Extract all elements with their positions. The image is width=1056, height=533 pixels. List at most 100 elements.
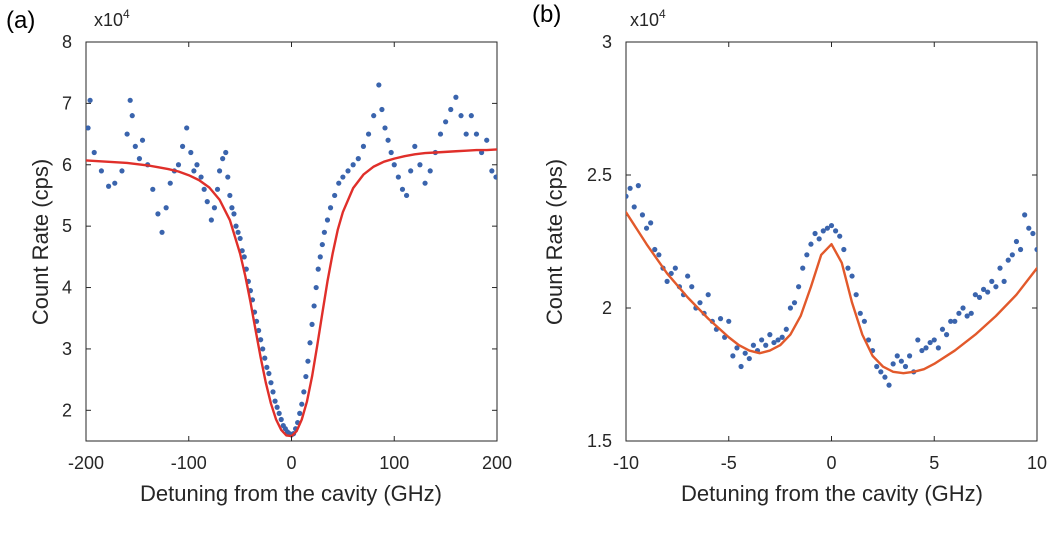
panel-b-y-multiplier: x104	[630, 7, 666, 30]
panel-b-data-point	[1009, 252, 1015, 258]
panel-a-data-point	[98, 168, 105, 174]
panel-a-data-point	[371, 113, 377, 119]
panel-b-x-tick-label: 0	[826, 453, 836, 473]
panel-b-x-ticks: -10 -5 0 5 10	[613, 42, 1047, 473]
panel-a-data-point	[297, 410, 303, 416]
panel-a-data-point	[198, 174, 204, 180]
panel-a-data-point	[235, 229, 241, 235]
panel-b-data-point	[886, 382, 892, 388]
panel-b-fit-line	[626, 211, 1037, 375]
panel-b-data-point	[730, 353, 736, 359]
panel-a-plot-area	[85, 41, 498, 442]
panel-b-data-point	[985, 289, 991, 295]
panel-b-data-point	[808, 241, 814, 247]
panel-a-data-point	[239, 248, 245, 254]
panel-a-x-tick-label: 100	[379, 453, 409, 473]
panel-a-letter: (a)	[6, 7, 35, 34]
panel-a-data-point	[403, 192, 410, 199]
panel-a-data-point	[216, 168, 223, 174]
panel-b-data-point	[1001, 278, 1007, 284]
panel-a-data-point	[260, 346, 266, 352]
panel-a-x-tick-label: 0	[286, 453, 296, 473]
panel-a-y-tick-label: 6	[62, 155, 72, 175]
panel-a-data-point	[340, 174, 346, 180]
panel-b-data-point	[771, 339, 777, 346]
panel-b-data-point	[648, 220, 654, 226]
panel-a-data-point	[303, 373, 309, 380]
panel-b-data-point	[931, 337, 937, 343]
panel-a-data-point	[132, 143, 138, 149]
panel-b-data-point	[865, 337, 872, 343]
panel-b-data-point	[943, 332, 950, 338]
panel-a-data-point	[278, 416, 284, 423]
panel-a-data-point	[175, 162, 182, 168]
panel-b-data-point	[626, 193, 629, 199]
panel-a-data-point	[256, 327, 262, 334]
panel-b: (b) x104 -10 -5 0 5 10 1.5 2 2.5 3 Detuning fro…	[532, 1, 1047, 506]
panel-a-data-point	[382, 125, 388, 131]
panel-b-y-axis-label: Count Rate (cps)	[542, 159, 567, 325]
panel-b-data-point	[952, 318, 958, 324]
panel-a-data-point	[422, 180, 428, 186]
panel-b-data-point	[874, 363, 880, 370]
panel-a-data-point	[231, 211, 237, 217]
panel-a-data-point	[317, 254, 323, 260]
panel-a-y-tick-label: 7	[62, 93, 72, 113]
panel-a-data-point	[258, 337, 264, 343]
panel-a-data-point	[350, 162, 356, 168]
panel-b-data-point	[894, 353, 900, 359]
panel-b-data-point	[902, 363, 909, 370]
panel-a-data-point	[427, 168, 433, 174]
panel-a-y-tick-label: 4	[62, 278, 72, 298]
panel-b-data-point	[898, 358, 904, 364]
panel-b-data-point	[1013, 238, 1020, 245]
panel-b-data-point	[882, 374, 888, 380]
panel-b-data-point	[915, 337, 921, 343]
panel-a-y-tick-label: 2	[62, 400, 72, 420]
panel-a-data-point	[365, 131, 372, 137]
panel-a-data-point	[388, 149, 394, 156]
panel-a-data-point	[136, 156, 143, 162]
panel-a-data-point	[332, 192, 338, 199]
panel-b-data-point	[997, 265, 1003, 271]
panel-b-x-tick-label: -5	[721, 453, 737, 473]
panel-b-data-point	[980, 286, 987, 292]
panel-b-data-point	[783, 326, 789, 332]
panel-b-data-point	[948, 318, 954, 324]
panel-b-data-point	[972, 292, 978, 298]
panel-b-y-tick-label: 1.5	[587, 431, 612, 451]
panel-b-data-point	[812, 230, 818, 237]
panel-b-data-point	[1005, 257, 1011, 263]
panel-b-data-point	[964, 313, 970, 319]
panel-b-data-point	[746, 355, 752, 362]
panel-b-data-point	[767, 332, 773, 338]
panel-b-data-point	[738, 363, 744, 370]
panel-b-data-point	[643, 225, 650, 231]
panel-a-series	[86, 82, 497, 438]
panel-a-data-point	[167, 180, 173, 186]
panel-a-data-point	[201, 186, 207, 192]
panel-a-data-point	[311, 303, 317, 309]
panel-a-data-point	[191, 168, 197, 174]
panel-a-y-tick-label: 5	[62, 216, 72, 236]
panel-b-data-point	[689, 284, 695, 290]
panel-a-x-axis-label: Detuning from the cavity (GHz)	[140, 481, 442, 506]
panel-b-data-point	[791, 300, 798, 306]
panel-b-x-axis-label: Detuning from the cavity (GHz)	[681, 481, 983, 506]
panel-b-data-point	[734, 345, 740, 351]
panel-a-data-point	[307, 340, 313, 346]
panel-b-data-point	[635, 183, 641, 189]
panel-a-data-point	[150, 186, 156, 192]
panel-a-data-point	[229, 205, 235, 211]
panel-b-data-point	[935, 345, 941, 351]
panel-a-data-point	[264, 364, 270, 370]
panel-a-data-point	[179, 143, 186, 149]
panel-a-data-point	[87, 97, 93, 103]
panel-b-y-tick-label: 2	[602, 298, 612, 318]
panel-a-data-point	[155, 211, 161, 217]
panel-a-data-point	[437, 131, 444, 137]
panel-b-data-point	[919, 347, 925, 354]
panel-a-data-point	[391, 162, 397, 168]
panel-a-data-point	[262, 355, 268, 361]
panel-b-y-multiplier-exp: 4	[659, 7, 666, 21]
